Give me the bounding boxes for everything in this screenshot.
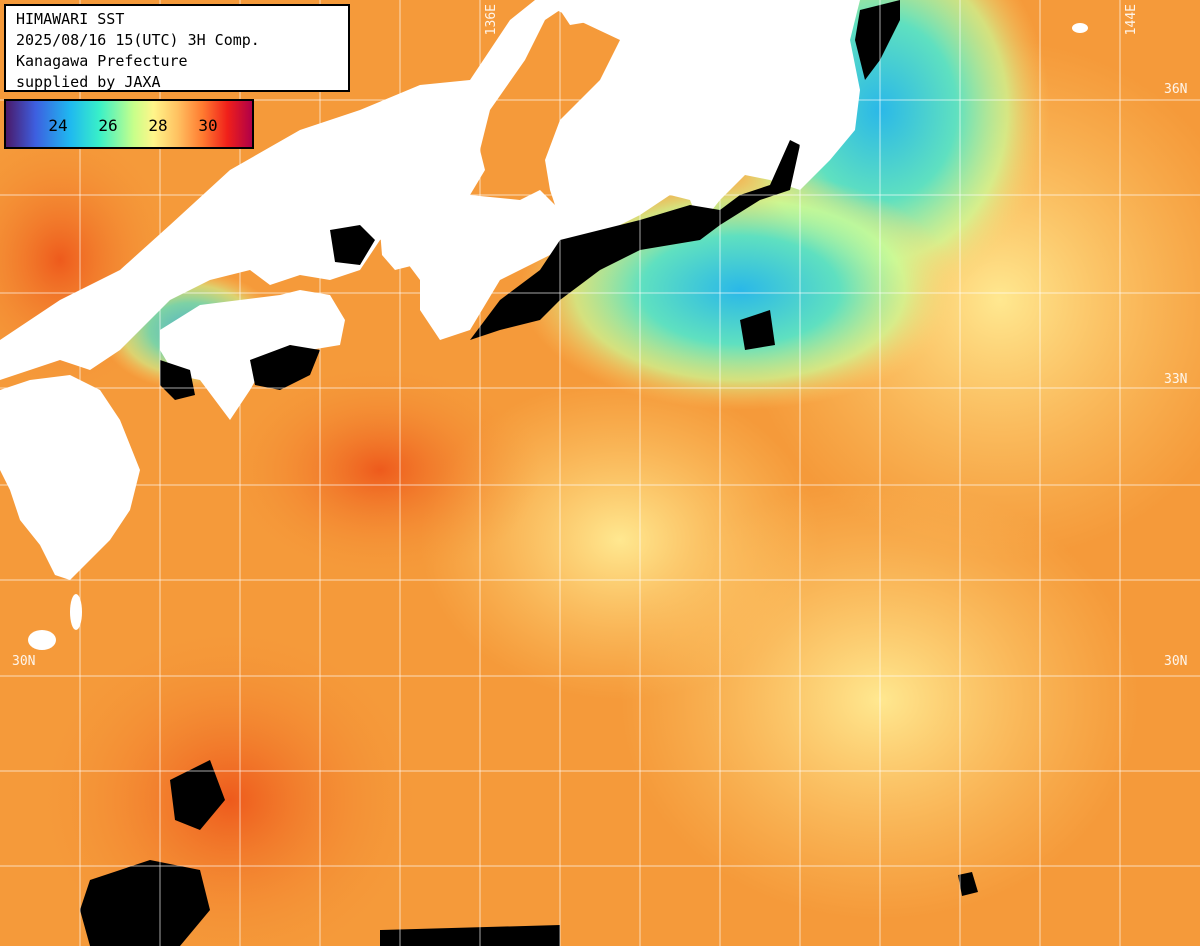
land-island-east (1072, 23, 1088, 33)
lat-label-30n-left: 30N (12, 654, 36, 669)
sst-hot-region-southwest (30, 620, 430, 946)
scale-tick-24: 24 (48, 116, 68, 135)
title-box: HIMAWARI SST 2025/08/16 15(UTC) 3H Comp.… (4, 4, 350, 92)
no-data-kii-coast (470, 140, 800, 340)
scale-tick-28: 28 (148, 116, 168, 135)
no-data-osaka-bay (330, 225, 375, 265)
no-data-enshu-patch (740, 310, 775, 350)
land-island-yakushima (70, 594, 82, 630)
lat-label-33n: 33N (1164, 372, 1188, 387)
lon-label-136e: 136E (484, 4, 499, 36)
title-prefecture: Kanagawa Prefecture (16, 52, 188, 70)
scale-tick-26: 26 (98, 116, 118, 135)
no-data-bungo (160, 360, 195, 400)
land-island-tanegashima (28, 630, 56, 650)
no-data-regions (80, 0, 978, 946)
no-data-shikoku-south (250, 345, 320, 390)
no-data-southwest-b (170, 760, 225, 830)
sst-hot-region-kuroshio (220, 360, 540, 580)
title-datetime: 2025/08/16 15(UTC) 3H Comp. (16, 31, 260, 49)
no-data-south (380, 925, 560, 946)
land-izu (525, 195, 560, 245)
lon-label-144e: 144E (1124, 4, 1139, 36)
color-scale-legend: 24 26 28 30 (4, 99, 254, 149)
no-data-southwest-a (80, 860, 210, 946)
land-kyushu (0, 375, 140, 580)
title-product: HIMAWARI SST (16, 10, 125, 28)
land-honshu (0, 0, 620, 380)
no-data-southeast (958, 872, 978, 896)
lat-label-36n: 36N (1164, 82, 1188, 97)
scale-tick-30: 30 (198, 116, 218, 135)
no-data-boso (855, 0, 900, 80)
title-credit: supplied by JAXA (16, 73, 161, 91)
lat-label-30n-right: 30N (1164, 654, 1188, 669)
